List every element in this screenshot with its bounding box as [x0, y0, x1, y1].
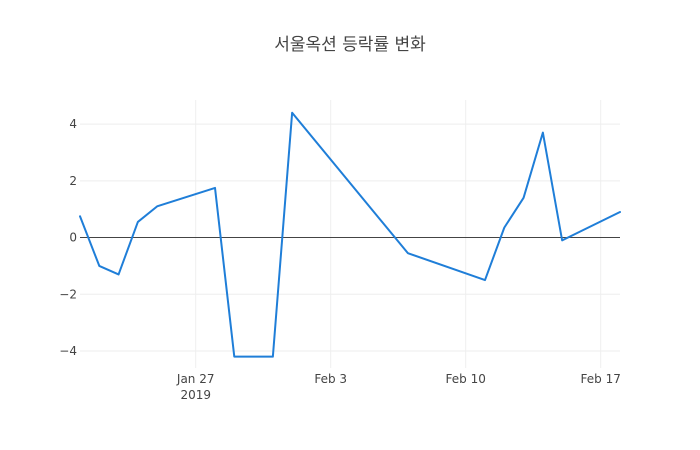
data-point[interactable] [116, 271, 122, 277]
data-point[interactable] [501, 225, 507, 231]
data-point[interactable] [96, 263, 102, 269]
data-point[interactable] [231, 354, 237, 360]
chart-title: 서울옥션 등락률 변화 [274, 35, 426, 55]
x-tick-label: Feb 3 [314, 372, 347, 386]
x-tick-label: Feb 10 [446, 372, 486, 386]
y-tick-label: 0 [69, 231, 77, 245]
data-point[interactable] [405, 250, 411, 256]
data-point[interactable] [135, 219, 141, 225]
series-line [79, 111, 621, 358]
y-tick-label: −4 [59, 344, 77, 358]
grid-layer [80, 100, 620, 368]
data-point[interactable] [617, 209, 623, 215]
series-layer [77, 110, 623, 360]
axis-layer: Jan 27 2019 Feb 3 Feb 10 Feb 17 4 2 0 −2 −4 [59, 117, 621, 402]
data-point[interactable] [540, 130, 546, 136]
data-point[interactable] [559, 237, 565, 243]
x-tick-label: Jan 27 [176, 372, 215, 386]
y-tick-label: 4 [69, 117, 77, 131]
y-tick-label: 2 [69, 174, 77, 188]
x-tick-label: Feb 17 [581, 372, 621, 386]
data-point[interactable] [212, 185, 218, 191]
y-tick-label: −2 [59, 287, 77, 301]
x-tick-sublabel: 2019 [180, 388, 211, 402]
data-point[interactable] [77, 213, 83, 219]
data-point[interactable] [289, 110, 295, 116]
data-point[interactable] [521, 195, 527, 201]
data-point[interactable] [154, 203, 160, 209]
data-point[interactable] [482, 277, 488, 283]
data-point[interactable] [270, 354, 276, 360]
